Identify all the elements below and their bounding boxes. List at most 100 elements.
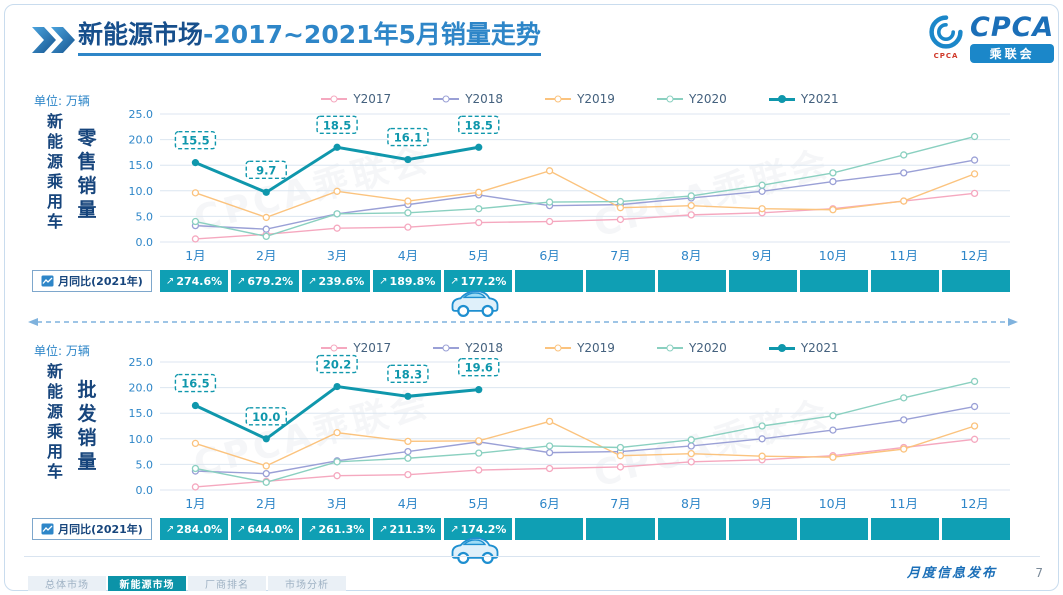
wholesale-chart: 0.0 5.0 10.0 15.0 20.0 25.0 1月 2月 3月 4月 5月 6月 7月 8月 9月… [129, 354, 1010, 511]
yoy-segment-1: ↗ 284.0% [160, 518, 229, 540]
yoy-segment-7 [586, 270, 655, 292]
yoy-segment-11 [870, 518, 939, 540]
svg-text:10.0: 10.0 [252, 410, 280, 424]
yoy-segment-4: ↗ 211.3% [373, 518, 442, 540]
svg-text:25.0: 25.0 [129, 356, 154, 369]
yoy-label-text: 月同比(2021年) [58, 275, 143, 288]
svg-text:6月: 6月 [539, 496, 559, 511]
yoy-segment-9 [728, 270, 797, 292]
svg-text:8月: 8月 [681, 496, 701, 511]
yoy-segment-10 [799, 270, 868, 292]
svg-text:10.0: 10.0 [129, 185, 154, 198]
legend-item-Y2017: Y2017 [321, 92, 391, 106]
svg-text:12月: 12月 [960, 248, 988, 263]
svg-text:5月: 5月 [469, 496, 489, 511]
series-line-Y2019 [195, 170, 975, 219]
svg-text:1月: 1月 [185, 496, 205, 511]
nev-car-icon [451, 537, 499, 564]
page-title-rest: -2017~2021年5月销量走势 [203, 20, 541, 49]
svg-text:9.7: 9.7 [256, 163, 276, 177]
category-label-wholesale: 新能源乘用车 [46, 362, 63, 481]
svg-text:2月: 2月 [256, 496, 276, 511]
legend-item-Y2018: Y2018 [433, 341, 503, 355]
cpca-swirl-icon: CPCA [928, 14, 964, 60]
svg-text:20.2: 20.2 [323, 358, 351, 372]
nev-car-icon [451, 290, 499, 317]
yoy-segment-4: ↗ 189.8% [373, 270, 442, 292]
yoy-segment-8 [657, 270, 726, 292]
publication-label: 月度信息发布 [906, 566, 997, 581]
legend-item-Y2021: Y2021 [768, 341, 839, 355]
svg-text:3月: 3月 [327, 248, 347, 263]
yoy-segment-7 [586, 518, 655, 540]
yoy-segment-6 [515, 518, 584, 540]
svg-text:12月: 12月 [960, 496, 988, 511]
yoy-segment-5: ↗ 177.2% [444, 270, 513, 292]
point-label-Y2021: 10.0 [245, 407, 287, 426]
footer-tabs: 总体市场 新能源市场 厂商排名 市场分析 [28, 576, 346, 591]
svg-text:11月: 11月 [890, 248, 918, 263]
yoy-segment-6 [515, 270, 584, 292]
legend-item-Y2019: Y2019 [545, 341, 615, 355]
point-label-Y2021: 20.2 [316, 354, 358, 374]
legend-item-Y2021: Y2021 [768, 92, 839, 106]
series-line-Y2019 [195, 420, 975, 467]
series-line-Y2018 [195, 159, 975, 230]
tab-4[interactable]: 市场分析 [268, 576, 346, 591]
svg-text:18.5: 18.5 [465, 118, 493, 132]
category-label-retail: 新能源乘用车 [46, 112, 63, 231]
double-chevron-icon [32, 27, 75, 53]
svg-text:18.3: 18.3 [394, 367, 422, 381]
svg-text:15.0: 15.0 [129, 407, 154, 420]
metric-label-wholesale: 批发销量 [77, 379, 97, 473]
yoy-segment-3: ↗ 261.3% [302, 518, 371, 540]
cpca-logo: CPCA CPCA 乘联会 [928, 12, 1055, 63]
divider-arrow [28, 318, 1018, 326]
yoy-segment-11 [870, 270, 939, 292]
cpca-logo-caption: CPCA [933, 52, 959, 60]
tab-2[interactable]: 新能源市场 [108, 576, 186, 591]
svg-text:0.0: 0.0 [136, 236, 154, 249]
cpca-acronym: CPCA [970, 12, 1055, 43]
point-label-Y2021: 18.5 [458, 115, 500, 134]
unit-label-wholesale: 单位: 万辆 [34, 344, 90, 358]
series-line-Y2018 [195, 405, 975, 475]
svg-text:3月: 3月 [327, 496, 347, 511]
tab-1[interactable]: 总体市场 [28, 576, 106, 591]
point-label-Y2021: 16.5 [174, 373, 217, 393]
footer-rule [24, 556, 1040, 557]
svg-text:7月: 7月 [610, 496, 630, 511]
svg-text:2月: 2月 [256, 248, 276, 263]
legend-retail: Y2017 Y2018 Y2019 Y2020 Y2021 [150, 92, 1010, 106]
yoy-segment-2: ↗ 679.2% [231, 270, 300, 292]
yoy-bar-retail: ↗ 274.6% ↗ 679.2% ↗ 239.6% ↗ 189.8% ↗ 177.2% [160, 270, 1010, 292]
svg-text:0.0: 0.0 [136, 484, 154, 497]
retail-chart: 0.0 5.0 10.0 15.0 20.0 25.0 1月 2月 3月 4月 5月 6月 7月 8月 9月… [129, 108, 1010, 263]
trend-icon [41, 275, 54, 287]
svg-text:4月: 4月 [398, 248, 418, 263]
yoy-label-text: 月同比(2021年) [58, 523, 143, 536]
cpca-name-cn: 乘联会 [970, 44, 1055, 63]
svg-text:9月: 9月 [752, 496, 772, 511]
svg-text:1月: 1月 [185, 248, 205, 263]
series-line-Y2020 [195, 135, 975, 238]
svg-text:18.5: 18.5 [323, 118, 351, 132]
point-label-Y2021: 16.1 [387, 127, 429, 147]
svg-text:11月: 11月 [890, 496, 918, 511]
legend-item-Y2018: Y2018 [433, 92, 503, 106]
yoy-segment-9 [728, 518, 797, 540]
svg-text:19.6: 19.6 [465, 361, 493, 375]
svg-text:10.0: 10.0 [129, 433, 154, 446]
yoy-segment-2: ↗ 644.0% [231, 518, 300, 540]
metric-label-retail: 零售销量 [77, 127, 97, 221]
tab-3[interactable]: 厂商排名 [188, 576, 266, 591]
trend-icon [41, 523, 54, 535]
series-line-Y2021 [194, 145, 480, 195]
yoy-segment-8 [657, 518, 726, 540]
yoy-label-retail: 月同比(2021年) [32, 270, 152, 292]
svg-text:8月: 8月 [681, 248, 701, 263]
point-label-Y2021: 18.3 [387, 364, 429, 384]
svg-text:5月: 5月 [469, 248, 489, 263]
page-title-main: 新能源市场 [78, 20, 204, 49]
